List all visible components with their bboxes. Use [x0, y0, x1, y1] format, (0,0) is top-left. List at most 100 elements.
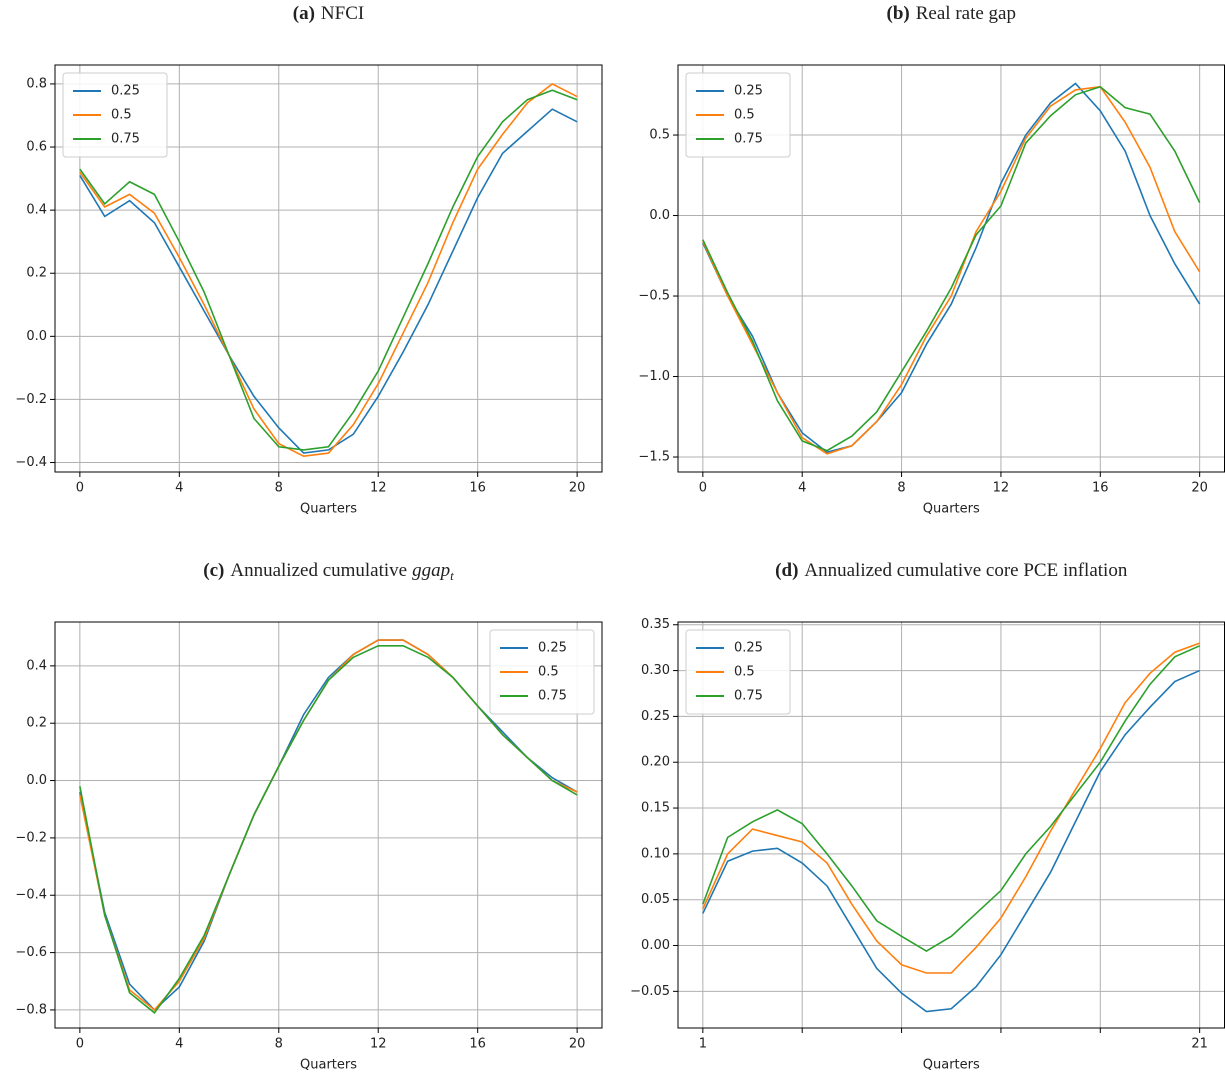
- x-tick-label: 8: [275, 481, 283, 496]
- x-tick-label: 0: [699, 481, 707, 496]
- panel-label: (b): [887, 3, 910, 24]
- x-tick-label: 16: [469, 481, 486, 496]
- axes-frame: [54, 64, 603, 473]
- x-axis-label: Quarters: [923, 1058, 980, 1073]
- y-tick-label: 0.6: [26, 140, 47, 155]
- x-tick-label: 8: [897, 481, 905, 496]
- legend-label: 0.25: [734, 84, 763, 99]
- legend-label: 0.25: [734, 641, 763, 656]
- y-tick-label: 0.05: [641, 892, 670, 907]
- axes-frame: [54, 621, 603, 1029]
- x-axis-label: Quarters: [923, 502, 980, 517]
- title-math: ggap: [412, 560, 450, 581]
- y-tick-label: −0.2: [15, 830, 47, 845]
- panel-label: (c): [203, 560, 224, 581]
- legend-box: [685, 72, 791, 158]
- panel-title: (c) Annualized cumulative ggapt: [203, 560, 454, 583]
- legend-label: 0.75: [111, 132, 140, 147]
- x-axis-label: Quarters: [300, 502, 357, 517]
- legend: 0.25 0.5 0.75: [489, 629, 595, 715]
- x-tick-label: 20: [569, 481, 586, 496]
- legend-box: [685, 629, 791, 715]
- y-tick-label: 0.2: [26, 266, 47, 281]
- y-tick-label: 0.2: [26, 716, 47, 731]
- legend-label: 0.5: [111, 108, 132, 123]
- x-tick-label: 1: [699, 1037, 707, 1052]
- x-tick-label: 0: [76, 1037, 84, 1052]
- series-line: [79, 645, 578, 1014]
- series-line: [79, 82, 578, 458]
- legend-label: 0.75: [538, 689, 567, 704]
- legend-label: 0.25: [538, 641, 567, 656]
- x-tick-label: 4: [798, 481, 806, 496]
- y-tick-label: 0.30: [641, 663, 670, 678]
- panel-title: (d) Annualized cumulative core PCE inflat…: [775, 560, 1128, 581]
- legend-label: 0.75: [734, 689, 763, 704]
- y-tick-label: −0.6: [15, 945, 47, 960]
- y-tick-label: 0.4: [26, 203, 47, 218]
- y-tick-label: 0.25: [641, 709, 670, 724]
- series-line: [79, 89, 578, 451]
- panel-label: (a): [293, 3, 315, 24]
- y-tick-label: 0.15: [641, 801, 670, 816]
- x-tick-label: 12: [993, 481, 1010, 496]
- x-tick-label: 0: [76, 481, 84, 496]
- y-tick-label: 0.0: [26, 329, 47, 344]
- y-tick-label: −0.8: [15, 1002, 47, 1017]
- y-tick-label: −0.2: [15, 392, 47, 407]
- title-text: Real rate gap: [916, 3, 1016, 24]
- y-tick-label: −0.5: [638, 289, 670, 304]
- panel-title: (a) NFCI: [293, 3, 364, 24]
- x-tick-label: 12: [370, 481, 387, 496]
- x-tick-label: 20: [569, 1037, 586, 1052]
- y-tick-label: 0.35: [641, 617, 670, 632]
- panel-label: (d): [775, 560, 798, 581]
- x-tick-label: 16: [469, 1037, 486, 1052]
- y-tick-label: 0.5: [649, 128, 670, 143]
- title-sub: t: [450, 568, 454, 583]
- legend-box: [62, 72, 168, 158]
- legend: 0.25 0.5 0.75: [685, 629, 791, 715]
- y-tick-label: 0.0: [26, 773, 47, 788]
- legend: 0.25 0.5 0.75: [685, 72, 791, 158]
- y-tick-label: −1.5: [638, 450, 670, 465]
- title-text: Annualized cumulative core PCE inflation: [804, 560, 1127, 581]
- x-axis-label: Quarters: [300, 1058, 357, 1073]
- legend-label: 0.75: [734, 132, 763, 147]
- series-line: [702, 85, 1201, 455]
- legend: 0.25 0.5 0.75: [62, 72, 168, 158]
- x-tick-label: 21: [1191, 1037, 1208, 1052]
- series-line: [702, 642, 1200, 974]
- panel: (c) Annualized cumulative ggapt 0 4 8 12 16 20 −0…: [15, 560, 603, 1073]
- y-tick-label: −1.0: [638, 369, 670, 384]
- title-text: NFCI: [321, 3, 364, 24]
- panel: (d) Annualized cumulative core PCE inflat…: [630, 560, 1225, 1073]
- panel: (b) Real rate gap 0 4 8 12 16 20 −1.5 −1.0 −0.5 0.0…: [638, 3, 1225, 517]
- x-tick-label: 4: [175, 481, 183, 496]
- x-tick-label: 4: [175, 1037, 183, 1052]
- y-tick-label: −0.4: [15, 455, 47, 470]
- y-tick-label: 0.20: [641, 755, 670, 770]
- legend-label: 0.25: [111, 84, 140, 99]
- series-line: [702, 669, 1200, 1013]
- y-tick-label: −0.4: [15, 888, 47, 903]
- series-line: [702, 645, 1200, 952]
- y-tick-label: 0.10: [641, 846, 670, 861]
- x-tick-label: 8: [275, 1037, 283, 1052]
- series-line: [79, 108, 578, 454]
- series-line: [702, 85, 1201, 452]
- panel: (a) NFCI 0 4 8 12 16 20 −0.4 −0.2 0.0 0.2 0.4 0.6 0.8 Q…: [15, 3, 603, 517]
- title-text: Annualized cumulative: [230, 560, 407, 581]
- y-tick-label: 0.4: [26, 658, 47, 673]
- legend-label: 0.5: [538, 665, 559, 680]
- legend-label: 0.5: [734, 665, 755, 680]
- y-tick-label: −0.05: [630, 984, 670, 999]
- y-tick-label: 0.0: [649, 208, 670, 223]
- x-tick-label: 12: [370, 1037, 387, 1052]
- panel-title: (b) Real rate gap: [887, 3, 1016, 24]
- legend-box: [489, 629, 595, 715]
- legend-label: 0.5: [734, 108, 755, 123]
- x-tick-label: 16: [1092, 481, 1109, 496]
- y-tick-label: 0.00: [641, 938, 670, 953]
